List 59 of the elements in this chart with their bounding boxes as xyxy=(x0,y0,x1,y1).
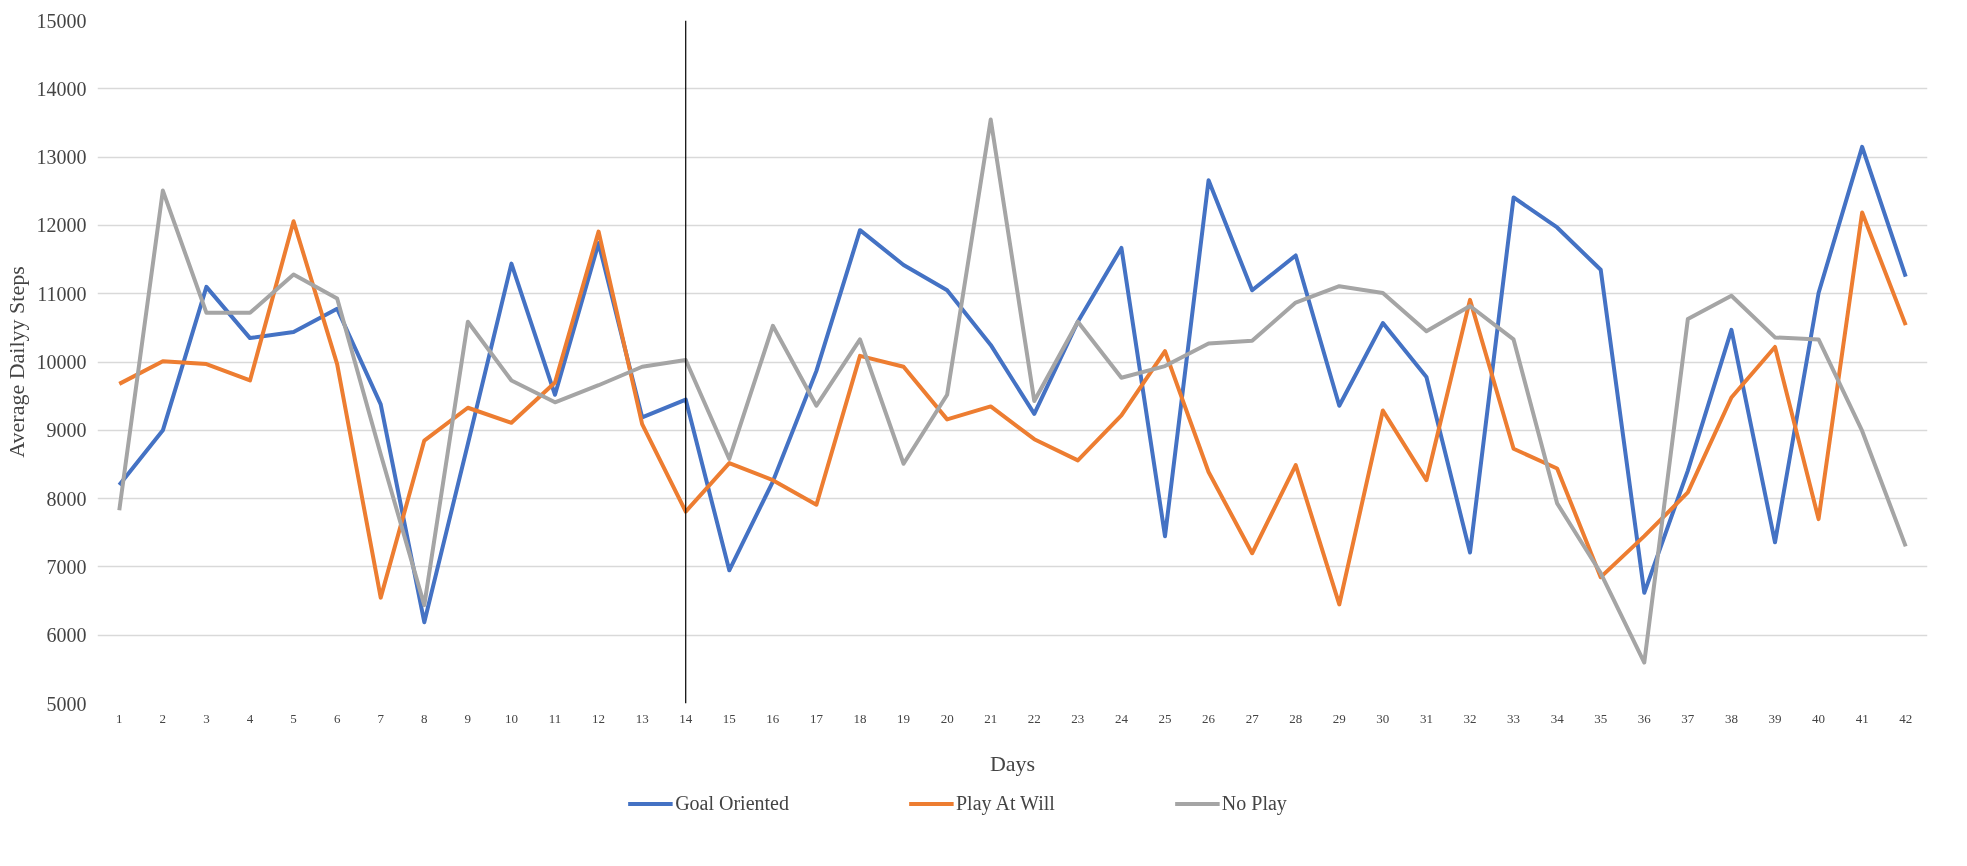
legend-label: Goal Oriented xyxy=(675,791,789,815)
line-series xyxy=(117,210,1908,607)
x-tick-label: 4 xyxy=(246,710,254,726)
x-tick-label: 16 xyxy=(766,710,780,726)
x-tick-label: 20 xyxy=(940,710,954,726)
x-tick-label: 42 xyxy=(1899,710,1913,726)
x-tick-label: 31 xyxy=(1419,710,1433,726)
x-tick-label: 38 xyxy=(1724,710,1738,726)
x-tick-label: 33 xyxy=(1507,710,1521,726)
x-tick-label: 14 xyxy=(679,710,693,726)
x-tick-label: 32 xyxy=(1463,710,1477,726)
x-tick-label: 9 xyxy=(464,710,472,726)
y-tick-label: 9000 xyxy=(46,419,87,442)
x-tick-label: 35 xyxy=(1594,710,1608,726)
x-tick-label: 25 xyxy=(1158,710,1172,726)
y-tick-label: 11000 xyxy=(37,282,87,305)
x-tick-label: 23 xyxy=(1071,710,1085,726)
x-tick-label: 27 xyxy=(1245,710,1260,726)
y-tick-label: 14000 xyxy=(36,77,87,100)
x-tick-label: 11 xyxy=(548,710,562,726)
x-tick-label: 34 xyxy=(1550,710,1565,726)
legend-label: Play At Will xyxy=(955,791,1055,815)
y-axis-title: Average Dailyy Steps xyxy=(3,266,29,458)
y-tick-label: 7000 xyxy=(46,555,87,578)
x-axis-title: Days xyxy=(989,750,1036,776)
x-tick-label: 28 xyxy=(1289,710,1303,726)
x-tick-label: 12 xyxy=(592,710,606,726)
x-tick-label: 19 xyxy=(897,710,911,726)
x-tick-label: 6 xyxy=(333,710,341,726)
x-tick-label: 13 xyxy=(635,710,649,726)
x-tick-label: 29 xyxy=(1332,710,1346,726)
y-tick-label: 5000 xyxy=(46,692,87,715)
x-tick-label: 30 xyxy=(1376,710,1390,726)
x-tick-label: 26 xyxy=(1202,710,1216,726)
x-tick-label: 37 xyxy=(1681,710,1695,726)
legend-label: No Play xyxy=(1221,791,1287,815)
x-tick-label: 15 xyxy=(722,710,736,726)
x-tick-label: 39 xyxy=(1768,710,1782,726)
y-tick-label: 15000 xyxy=(36,9,87,32)
x-tick-label: 40 xyxy=(1812,710,1826,726)
x-tick-label: 10 xyxy=(504,710,518,726)
x-tick-label: 8 xyxy=(421,710,428,726)
x-tick-label: 41 xyxy=(1855,710,1869,726)
x-tick-label: 21 xyxy=(984,710,998,726)
y-tick-label: 8000 xyxy=(46,487,87,510)
y-tick-label: 10000 xyxy=(36,351,87,373)
y-tick-label: 12000 xyxy=(36,214,87,237)
x-tick-label: 22 xyxy=(1027,710,1041,726)
x-tick-label: 24 xyxy=(1114,710,1129,726)
x-tick-label: 2 xyxy=(159,710,167,726)
x-tick-label: 7 xyxy=(377,710,385,726)
x-tick-label: 1 xyxy=(116,710,123,726)
x-tick-label: 36 xyxy=(1637,710,1652,726)
y-tick-label: 6000 xyxy=(46,624,87,647)
x-tick-label: 5 xyxy=(290,710,297,726)
x-tick-label: 18 xyxy=(853,710,867,726)
x-tick-label: 17 xyxy=(809,710,824,726)
x-tick-label: 3 xyxy=(203,710,210,726)
y-tick-label: 13000 xyxy=(36,146,87,169)
